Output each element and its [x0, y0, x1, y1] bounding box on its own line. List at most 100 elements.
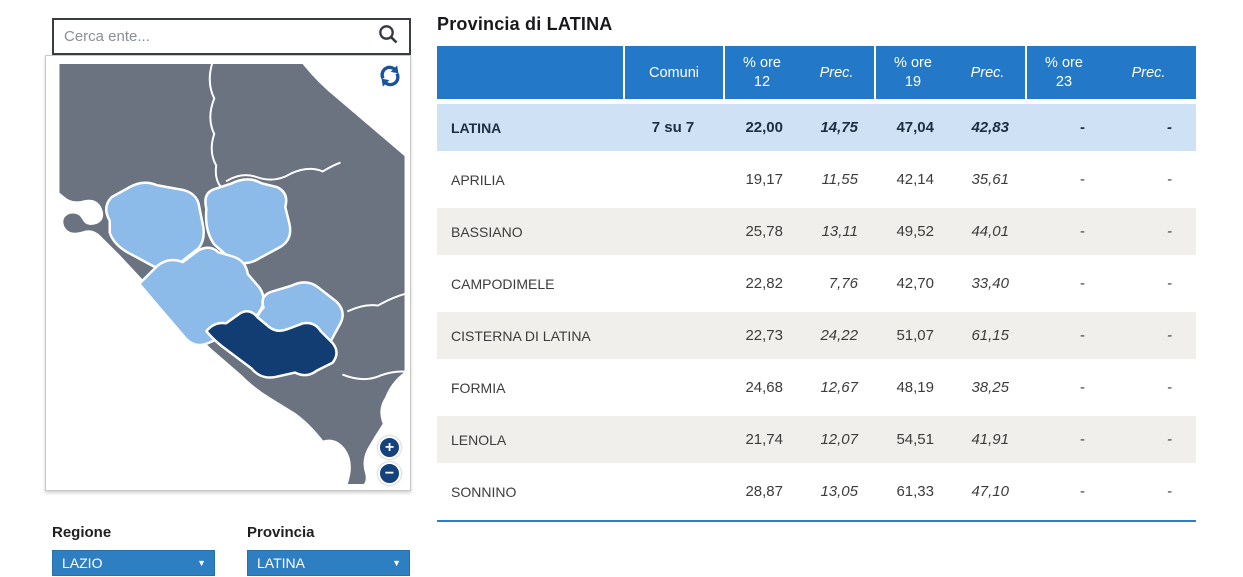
regione-label: Regione: [52, 524, 112, 541]
cell-ore23: -: [1025, 312, 1101, 359]
header-comuni: Comuni: [623, 46, 723, 99]
cell-comuni: [623, 416, 723, 463]
cell-ore19: 54,51: [874, 416, 950, 463]
cell-prec23: -: [1101, 468, 1196, 515]
provincia-label: Provincia: [247, 524, 315, 541]
table-row[interactable]: CAMPODIMELE 22,82 7,76 42,70 33,40- -: [437, 260, 1196, 307]
map-province-latina-selected[interactable]: [205, 309, 338, 379]
provincia-select-value: LATINA: [257, 555, 305, 571]
header-prec-19: Prec.: [950, 46, 1025, 99]
turnout-table-section: Provincia di LATINA Comuni % ore 12 Prec…: [437, 14, 1196, 522]
cell-ore12: 19,17: [723, 156, 799, 203]
cell-prec19: 38,25: [950, 364, 1025, 411]
filters: Regione LAZIO ▼ Provincia LATINA ▼: [45, 524, 411, 576]
cell-comuni: [623, 208, 723, 255]
zoom-out-icon[interactable]: −: [378, 462, 401, 485]
cell-ore12: 22,82: [723, 260, 799, 307]
table-row[interactable]: LENOLA 21,74 12,07 54,51 41,91- -: [437, 416, 1196, 463]
cell-prec23: -: [1101, 104, 1196, 151]
map-sidebar: + − Regione LAZIO ▼ Provincia LATINA ▼: [45, 18, 411, 576]
cell-ore19: 47,04: [874, 104, 950, 151]
cell-prec12: 7,76: [799, 260, 874, 307]
cell-ore23: -: [1025, 208, 1101, 255]
search-input[interactable]: [64, 28, 377, 45]
map-region-borders: [208, 63, 406, 381]
cell-ore19: 61,33: [874, 468, 950, 515]
cell-comuni: [623, 468, 723, 515]
cell-ore23: -: [1025, 468, 1101, 515]
cell-ore12: 22,73: [723, 312, 799, 359]
cell-prec12: 11,55: [799, 156, 874, 203]
cell-comuni: [623, 260, 723, 307]
header-entity: [437, 46, 623, 99]
cell-prec19: 35,61: [950, 156, 1025, 203]
zoom-in-icon[interactable]: +: [378, 436, 401, 459]
cell-prec23: -: [1101, 156, 1196, 203]
regione-filter: Regione LAZIO ▼: [52, 524, 215, 576]
header-ore-12-label: % ore: [743, 54, 781, 71]
cell-prec19: 44,01: [950, 208, 1025, 255]
cell-ore23: -: [1025, 260, 1101, 307]
table-row[interactable]: APRILIA 19,17 11,55 42,14 35,61- -: [437, 156, 1196, 203]
header-ore-19: % ore 19: [874, 46, 950, 99]
cell-name: APRILIA: [437, 156, 623, 203]
cell-prec12: 13,05: [799, 468, 874, 515]
cell-name: CISTERNA DI LATINA: [437, 312, 623, 359]
cell-ore19: 51,07: [874, 312, 950, 359]
cell-ore19: 42,14: [874, 156, 950, 203]
header-prec-12: Prec.: [799, 46, 874, 99]
header-ore-23-label: % ore: [1045, 54, 1083, 71]
cell-comuni: [623, 156, 723, 203]
header-ore-19-label: % ore: [894, 54, 932, 71]
cell-prec12: 14,75: [799, 104, 874, 151]
table-row[interactable]: SONNINO 28,87 13,05 61,33 47,10- -: [437, 468, 1196, 515]
cell-prec12: 24,22: [799, 312, 874, 359]
table-row[interactable]: BASSIANO 25,78 13,11 49,52 44,01- -: [437, 208, 1196, 255]
cell-ore23: -: [1025, 364, 1101, 411]
cell-comuni: 7 su 7: [623, 104, 723, 151]
cell-ore19: 42,70: [874, 260, 950, 307]
cell-prec23: -: [1101, 364, 1196, 411]
region-map-panel: + −: [45, 55, 411, 491]
table-row[interactable]: FORMIA 24,68 12,67 48,19 38,25- -: [437, 364, 1196, 411]
header-ore-12-hour: 12: [753, 73, 771, 90]
header-ore-23: % ore 23: [1025, 46, 1101, 99]
turnout-table: Comuni % ore 12 Prec. % ore 19 Prec. % o…: [437, 41, 1196, 522]
cell-prec23: -: [1101, 312, 1196, 359]
cell-name: SONNINO: [437, 468, 623, 515]
cell-prec12: 13,11: [799, 208, 874, 255]
provincia-filter: Provincia LATINA ▼: [247, 524, 410, 576]
cell-ore12: 22,00: [723, 104, 799, 151]
cell-name: CAMPODIMELE: [437, 260, 623, 307]
cell-ore23: -: [1025, 104, 1101, 151]
caret-down-icon: ▼: [197, 558, 206, 568]
header-ore-23-hour: 23: [1055, 73, 1073, 90]
table-row-selected[interactable]: LATINA 7 su 7 22,00 14,75 47,04 42,83- -: [437, 104, 1196, 151]
cell-prec23: -: [1101, 260, 1196, 307]
regione-select-value: LAZIO: [62, 555, 103, 571]
cell-ore23: -: [1025, 156, 1101, 203]
cell-prec19: 47,10: [950, 468, 1025, 515]
search-icon[interactable]: [377, 23, 399, 50]
cell-ore12: 28,87: [723, 468, 799, 515]
cell-name: LENOLA: [437, 416, 623, 463]
header-prec-23: Prec.: [1101, 46, 1196, 99]
cell-prec19: 33,40: [950, 260, 1025, 307]
cell-comuni: [623, 312, 723, 359]
cell-prec12: 12,07: [799, 416, 874, 463]
table-row[interactable]: CISTERNA DI LATINA 22,73 24,22 51,07 61,15- -: [437, 312, 1196, 359]
cell-ore19: 48,19: [874, 364, 950, 411]
refresh-icon[interactable]: [377, 63, 403, 89]
map-province-viterbo[interactable]: [105, 181, 205, 270]
cell-prec23: -: [1101, 416, 1196, 463]
table-header-row: Comuni % ore 12 Prec. % ore 19 Prec. % o…: [437, 46, 1196, 99]
page-title: Provincia di LATINA: [437, 14, 613, 34]
regione-select[interactable]: LAZIO ▼: [52, 550, 215, 576]
cell-ore12: 24,68: [723, 364, 799, 411]
cell-prec19: 42,83: [950, 104, 1025, 151]
cell-ore23: -: [1025, 416, 1101, 463]
cell-prec19: 41,91: [950, 416, 1025, 463]
provincia-select[interactable]: LATINA ▼: [247, 550, 410, 576]
header-ore-12: % ore 12: [723, 46, 799, 99]
